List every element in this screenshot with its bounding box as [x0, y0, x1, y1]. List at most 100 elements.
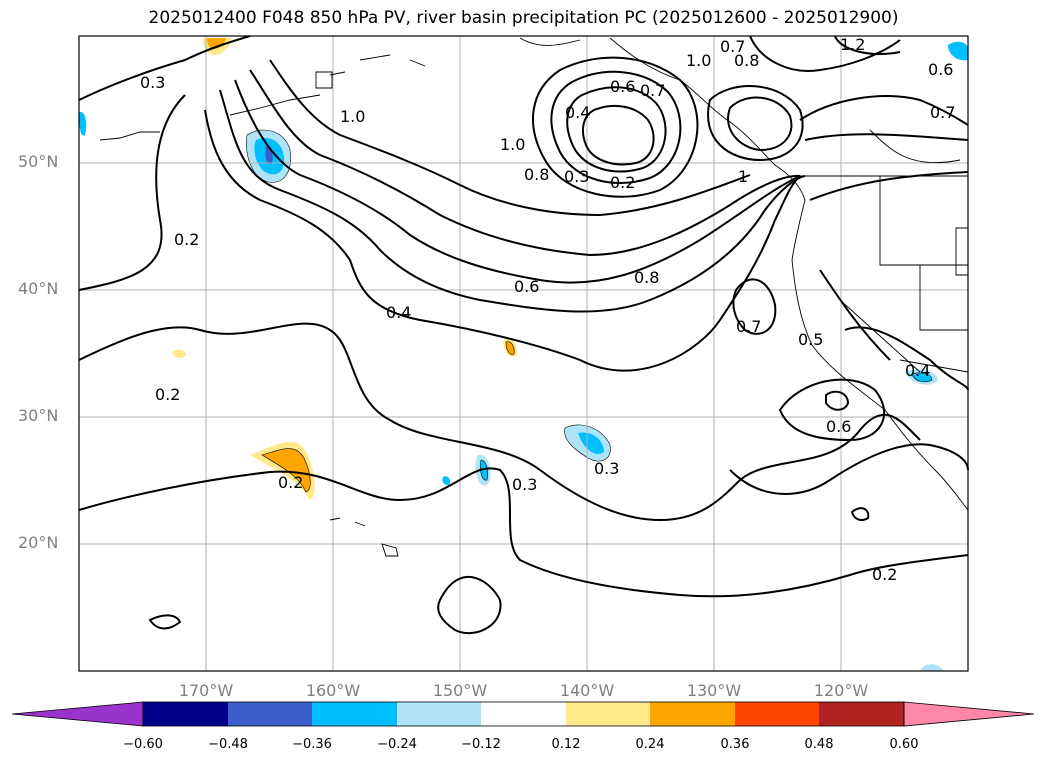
- colorbar-tick-label: 0.48: [804, 737, 834, 752]
- colorbar-tick-label: 0.12: [551, 737, 581, 752]
- colorbar-bin: [481, 702, 566, 726]
- neg-anomaly-patch: [442, 476, 451, 486]
- lat-label: 20°N: [18, 533, 59, 552]
- pos-anomaly-patch: [172, 349, 186, 359]
- lon-label: 170°W: [178, 681, 234, 700]
- colorbar-bin: [312, 702, 397, 726]
- contour-line: [581, 104, 655, 166]
- contour-label: 0.2: [610, 173, 635, 192]
- border-state-3: [839, 299, 921, 373]
- lon-label: 130°W: [686, 681, 742, 700]
- coastlines: [99, 37, 969, 557]
- contour-label: 1.0: [340, 107, 365, 126]
- contour-label: 0.8: [734, 51, 759, 70]
- pos-anomaly-core: [207, 38, 226, 50]
- neg-anomaly-core: [578, 432, 604, 454]
- contour-line: [809, 171, 969, 201]
- contour-label: 0.6: [514, 277, 539, 296]
- contour-line: [825, 390, 850, 411]
- contour-line: [78, 94, 186, 291]
- neg-anomaly-core: [911, 372, 933, 383]
- contour-line: [819, 269, 891, 361]
- contour-line: [707, 85, 804, 162]
- colorbar-tick-label: −0.48: [208, 737, 248, 752]
- contour-line: [78, 35, 251, 101]
- aleutian-islands: [99, 54, 426, 141]
- contour-label: 0.6: [928, 60, 953, 79]
- contour-label: 1.2: [840, 35, 865, 54]
- contour-label: 0.6: [610, 77, 635, 96]
- contour-label: 0.2: [155, 385, 180, 404]
- contour-line: [550, 70, 682, 184]
- contour-label: 0.4: [386, 303, 411, 322]
- lat-label: 50°N: [18, 152, 59, 171]
- contour-label: 0.8: [634, 268, 659, 287]
- contour-line: [834, 35, 901, 56]
- border-state-2: [919, 265, 968, 331]
- colorbar: [11, 701, 1035, 727]
- contour-line: [778, 378, 886, 442]
- contour-label: 0.7: [930, 103, 955, 122]
- contour-label: 0.4: [905, 361, 930, 380]
- lon-label: 140°W: [559, 681, 615, 700]
- contour-line: [204, 109, 801, 372]
- contour-line: [727, 96, 793, 152]
- contour-label: 0.7: [720, 37, 745, 56]
- contour-line: [799, 95, 969, 126]
- colorbar-tick-label: −0.12: [461, 737, 501, 752]
- contour-line: [566, 86, 667, 173]
- lon-label: 150°W: [432, 681, 488, 700]
- colorbar-outline: [142, 701, 905, 727]
- lat-label: 40°N: [18, 279, 59, 298]
- colorbar-bin: [143, 702, 228, 726]
- contour-label: 0.7: [736, 317, 761, 336]
- contour-label: 0.3: [564, 167, 589, 186]
- north-america-coast: [609, 37, 969, 511]
- colorbar-bin: [566, 702, 650, 726]
- island-small: [955, 227, 969, 276]
- contour-label: 1.0: [500, 135, 525, 154]
- contour-line: [78, 322, 921, 522]
- neg-anomaly-patch: [920, 664, 945, 672]
- contour-label: 0.6: [826, 417, 851, 436]
- contour-label: 0.2: [174, 230, 199, 249]
- colorbar-tick-label: 0.60: [889, 737, 919, 752]
- contour-line: [850, 507, 870, 521]
- contour-line: [148, 614, 182, 630]
- contour-labels: 0.3 1.0 0.2 0.2 0.4 0.6 0.8 1.0 0.8 0.3 …: [140, 35, 955, 584]
- precip-anomaly-fills: [79, 38, 968, 672]
- hawaii-islands: [329, 517, 399, 557]
- border-mexico: [899, 359, 969, 373]
- contour-label: 1: [738, 167, 748, 186]
- contour-label: 0.5: [798, 330, 823, 349]
- island-small: [315, 71, 333, 89]
- contour-label: 0.2: [278, 473, 303, 492]
- contour-line: [234, 79, 801, 284]
- contour-label: 0.3: [512, 475, 537, 494]
- contour-label: 0.3: [140, 73, 165, 92]
- neg-anomaly-patch: [948, 41, 968, 61]
- graticule: [79, 36, 968, 671]
- contour-label: 1.0: [686, 51, 711, 70]
- colorbar-tick-label: −0.24: [377, 737, 417, 752]
- lat-label: 30°N: [18, 406, 59, 425]
- map-frame: [78, 35, 969, 672]
- neg-anomaly-patch: [79, 111, 87, 136]
- colorbar-extend-low: [11, 701, 144, 727]
- contour-label: 0.8: [524, 165, 549, 184]
- lon-label: 160°W: [305, 681, 361, 700]
- contour-line: [269, 59, 751, 217]
- map-title: 2025012400 F048 850 hPa PV, river basin …: [148, 8, 899, 28]
- pv-contours: [78, 35, 969, 635]
- contour-label: 0.4: [565, 103, 590, 122]
- canada-province: [869, 129, 961, 164]
- alaska-coast: [519, 37, 581, 46]
- border-state-1: [879, 176, 968, 266]
- colorbar-bin: [397, 702, 481, 726]
- colorbar-bin: [735, 702, 819, 726]
- contour-label: 0.2: [872, 565, 897, 584]
- contour-line: [749, 35, 901, 72]
- colorbar-tick-label: 0.36: [720, 737, 750, 752]
- contour-line: [219, 89, 806, 313]
